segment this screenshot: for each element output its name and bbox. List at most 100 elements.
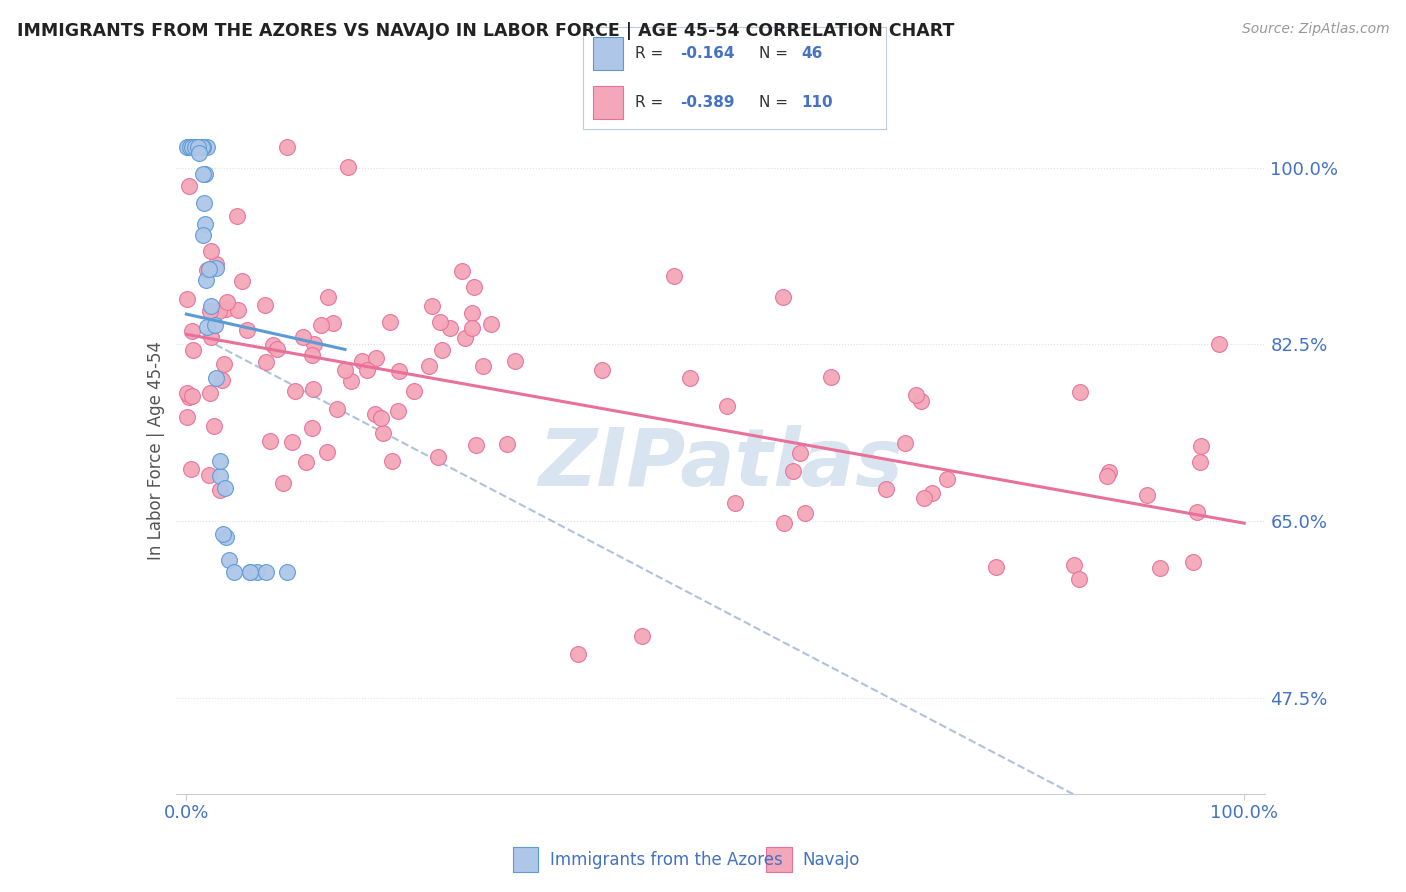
Point — [198, 386, 221, 401]
Text: R =: R = — [636, 45, 668, 61]
Point — [912, 491, 935, 506]
Point — [291, 330, 314, 344]
Text: IMMIGRANTS FROM THE AZORES VS NAVAJO IN LABOR FORCE | AGE 45-54 CORRELATION CHAR: IMMIGRANTS FROM THE AZORES VS NAVAJO IN … — [17, 22, 955, 40]
Point — [208, 483, 231, 497]
Point — [910, 393, 932, 408]
Text: Navajo: Navajo — [803, 851, 860, 869]
Point — [214, 481, 236, 495]
Point — [198, 467, 221, 482]
Point — [1067, 572, 1090, 586]
Point — [1181, 555, 1204, 569]
Point — [266, 343, 288, 357]
Point — [271, 476, 294, 491]
Point — [418, 359, 440, 373]
Point — [496, 437, 519, 451]
Point — [262, 338, 284, 352]
Point — [316, 290, 339, 304]
Point — [202, 419, 225, 434]
Point — [370, 411, 392, 425]
Point — [200, 304, 222, 318]
Point — [505, 354, 527, 368]
Text: 46: 46 — [801, 45, 823, 61]
Point — [193, 140, 215, 154]
Point — [1098, 466, 1121, 480]
Point — [198, 262, 221, 277]
Point — [451, 263, 474, 277]
Point — [187, 140, 209, 154]
Point — [253, 298, 276, 312]
Point — [326, 402, 349, 417]
Point — [181, 324, 204, 338]
Point — [205, 257, 228, 271]
Point — [181, 140, 204, 154]
Point — [209, 469, 232, 483]
Point — [276, 565, 298, 579]
Point — [194, 217, 217, 231]
Point — [215, 530, 238, 544]
Point — [204, 318, 226, 332]
Point — [350, 354, 373, 368]
Point — [301, 421, 323, 435]
Point — [430, 343, 453, 358]
Point — [631, 629, 654, 643]
Point — [302, 337, 325, 351]
Point — [716, 399, 738, 413]
Point — [177, 140, 200, 154]
Point — [181, 389, 204, 403]
Point — [439, 321, 461, 335]
Point — [356, 363, 378, 377]
Point — [281, 434, 304, 449]
Point — [402, 384, 425, 399]
Point — [180, 462, 202, 476]
Point — [340, 374, 363, 388]
Point — [179, 140, 201, 154]
Point — [188, 140, 211, 154]
Point — [464, 438, 486, 452]
Point — [224, 565, 246, 579]
Point — [190, 140, 212, 154]
Point — [194, 273, 217, 287]
Point — [453, 331, 475, 345]
Point — [177, 390, 200, 404]
Point — [1069, 384, 1091, 399]
Point — [724, 496, 747, 510]
Point — [193, 196, 215, 211]
Text: Source: ZipAtlas.com: Source: ZipAtlas.com — [1241, 22, 1389, 37]
Point — [472, 359, 495, 373]
Point — [794, 506, 817, 520]
Point — [460, 321, 482, 335]
Point — [301, 382, 323, 396]
Point — [184, 140, 207, 154]
Point — [191, 140, 214, 154]
Point — [309, 318, 332, 333]
Point — [1149, 561, 1171, 575]
Point — [177, 140, 200, 154]
Point — [1208, 337, 1230, 351]
Text: -0.164: -0.164 — [681, 45, 735, 61]
Point — [479, 317, 502, 331]
Point — [208, 303, 231, 318]
Point — [1136, 488, 1159, 502]
Point — [205, 261, 228, 276]
Point — [176, 140, 198, 154]
Point — [239, 565, 262, 579]
Text: -0.389: -0.389 — [681, 95, 735, 111]
Point — [254, 565, 277, 579]
Point — [246, 565, 269, 579]
Point — [380, 315, 402, 329]
Point — [195, 320, 218, 334]
Bar — [592, 37, 623, 70]
Point — [336, 160, 359, 174]
Point — [921, 485, 943, 500]
Point — [782, 465, 804, 479]
Point — [1185, 505, 1208, 519]
Point — [231, 275, 253, 289]
Point — [789, 446, 811, 460]
Point — [191, 140, 214, 154]
Point — [894, 436, 917, 450]
Point — [212, 527, 235, 541]
Point — [284, 384, 307, 398]
Point — [567, 648, 589, 662]
Point — [254, 355, 277, 369]
Point — [904, 388, 927, 402]
